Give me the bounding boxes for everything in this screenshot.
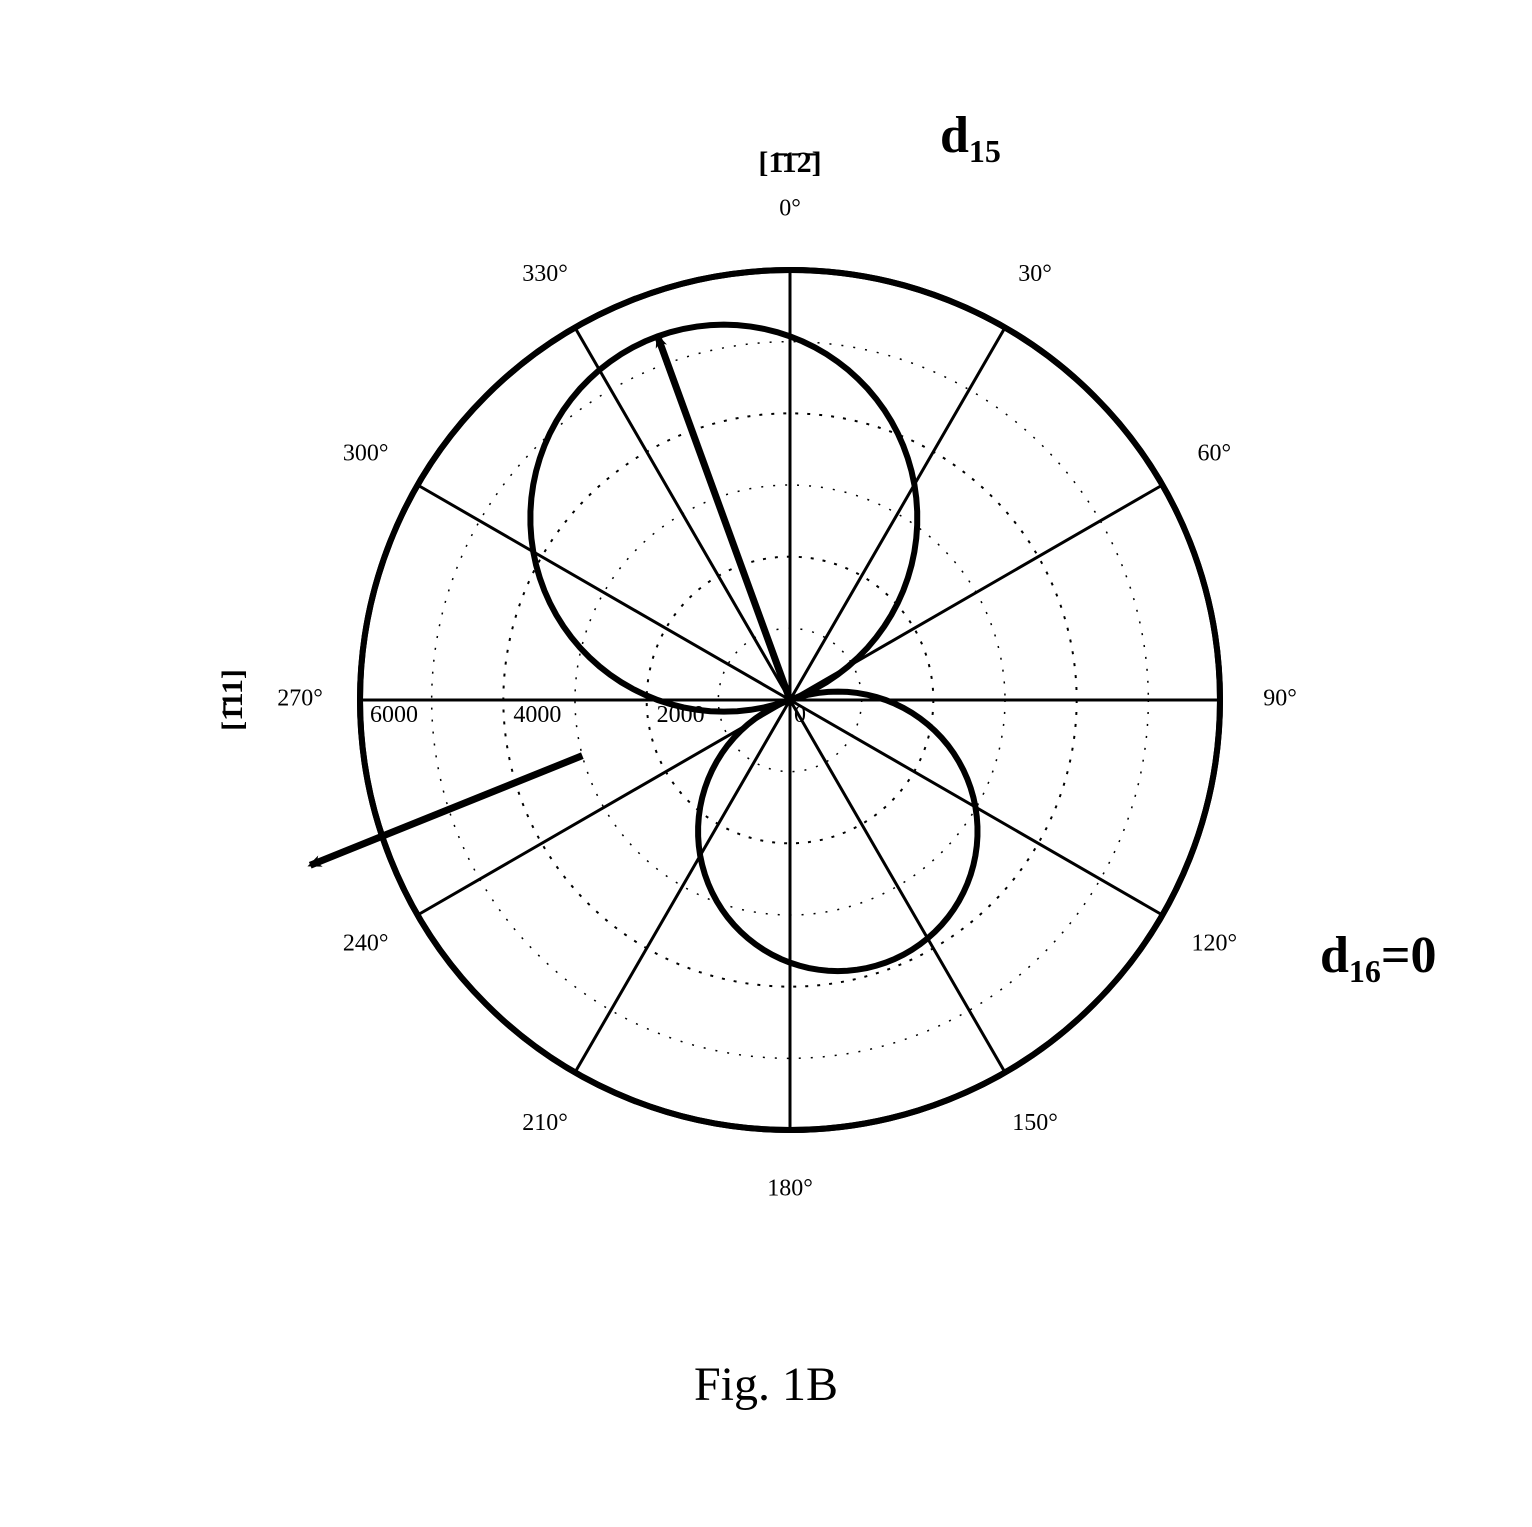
arrow-d16 — [310, 756, 582, 866]
angle-tick-label: 30° — [1018, 261, 1052, 287]
polar-plot: 0° 30° 60° 90° 120° 150° 180° 210° 240° 270° 300° 3… — [0, 0, 1532, 1527]
angle-spoke — [418, 700, 790, 915]
angle-tick-label: 0° — [779, 196, 801, 222]
label-d15: d15 — [940, 107, 1001, 169]
polar-chart-container: 0° 30° 60° 90° 120° 150° 180° 210° 240° 270° 300° 3… — [0, 0, 1532, 1527]
angle-tick-label: 150° — [1012, 1110, 1058, 1136]
radial-tick-label: 4000 — [513, 702, 561, 728]
angle-spoke — [790, 700, 1005, 1072]
label-111: [1̄11] — [216, 669, 249, 731]
angle-tick-label: 330° — [522, 261, 568, 287]
angle-tick-label: 120° — [1192, 931, 1238, 957]
angle-tick-label: 60° — [1198, 441, 1232, 467]
lobe-lower — [698, 692, 977, 972]
angle-spoke — [575, 328, 790, 700]
angle-tick-label: 210° — [522, 1110, 568, 1136]
label-112: [1̄1̄2̄] — [758, 146, 821, 179]
label-d16: d16=0 — [1320, 927, 1437, 989]
arrow-d15 — [658, 336, 790, 700]
angle-spoke — [790, 328, 1005, 700]
radial-tick-label: 6000 — [370, 702, 418, 728]
angle-tick-label: 90° — [1263, 686, 1297, 712]
figure-caption: Fig. 1B — [694, 1358, 838, 1411]
angle-tick-label: 180° — [767, 1176, 813, 1202]
angle-tick-label: 240° — [343, 931, 389, 957]
radial-tick-label: 0 — [794, 702, 806, 728]
angle-tick-label: 270° — [277, 686, 323, 712]
angle-tick-label: 300° — [343, 441, 389, 467]
angle-spoke — [575, 700, 790, 1072]
